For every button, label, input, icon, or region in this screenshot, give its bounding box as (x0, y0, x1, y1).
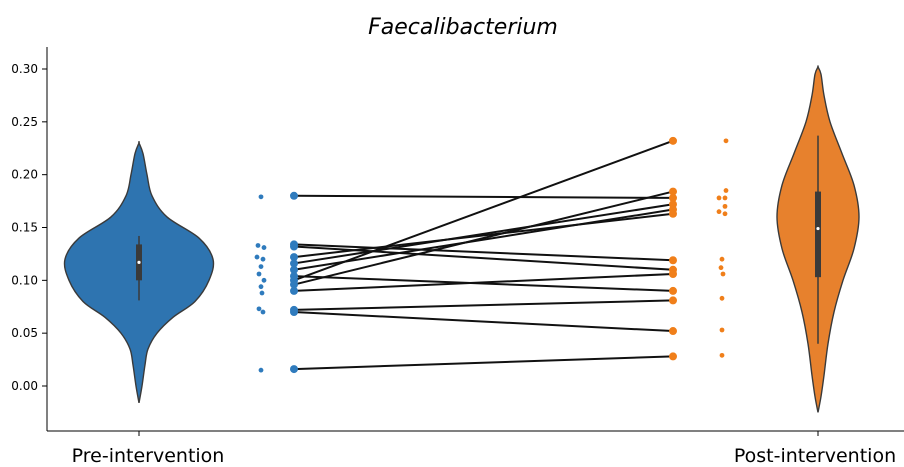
strip-dot-post (719, 327, 725, 333)
strip-dot-pre (261, 277, 267, 283)
y-tick-label: 0.15 (11, 221, 38, 235)
paired-point-post (669, 352, 677, 361)
paired-point-post (669, 193, 677, 202)
strip-dot-pre (261, 245, 267, 250)
y-tick-label: 0.00 (11, 379, 38, 393)
strip-dot-post (720, 271, 726, 277)
strip-dot-pre (254, 254, 260, 260)
paired-line (293, 203, 674, 265)
strip-dot-post (719, 256, 725, 262)
paired-point-post (669, 327, 677, 336)
paired-line (293, 194, 674, 199)
strip-dot-pre (255, 243, 261, 248)
paired-line (293, 355, 674, 371)
paired-line (293, 272, 674, 292)
strip-dot-pre (258, 284, 264, 290)
strip-dot-post (716, 209, 722, 215)
paired-point-post (669, 269, 677, 278)
strip-dot-pre (260, 309, 266, 315)
strip-dot-pre (258, 264, 264, 269)
violin-box (815, 191, 821, 278)
paired-line (293, 311, 674, 333)
paired-point-pre (290, 365, 298, 374)
paired-line (293, 190, 674, 286)
strip-dot-pre (260, 256, 266, 262)
paired-point-pre (290, 308, 298, 317)
paired-point-pre (290, 259, 298, 268)
violin-median (816, 226, 820, 231)
strip-dot-post (722, 195, 728, 201)
x-tick-label: Post-intervention (734, 445, 896, 467)
chart-title: Faecalibacterium (368, 15, 558, 40)
x-tick-label: Pre-intervention (72, 445, 225, 467)
paired-point-pre (290, 253, 298, 262)
strip-dot-post (718, 265, 724, 271)
strip-dot-post (722, 203, 728, 209)
paired-line (293, 299, 674, 311)
strip-dot-post (723, 138, 729, 144)
y-tick-label: 0.20 (11, 168, 38, 182)
strip-dot-post (723, 188, 729, 193)
y-tick-label: 0.10 (11, 273, 38, 287)
paired-line (293, 275, 674, 292)
paired-point-post (669, 286, 677, 295)
strip-dot-pre (256, 271, 262, 277)
paired-point-pre (290, 280, 298, 289)
strip-dot-post (716, 195, 722, 201)
strip-dot-post (719, 352, 725, 358)
paired-point-post (669, 187, 677, 196)
strip-dot-post (719, 295, 725, 301)
paired-point-post (669, 136, 677, 145)
strip-dot-pre (258, 367, 264, 373)
strip-dot-post (722, 211, 728, 217)
violin-median (137, 260, 141, 264)
paired-line (293, 243, 674, 262)
strip-dot-pre (258, 194, 264, 200)
paired-point-pre (290, 286, 298, 295)
paired-point-post (669, 256, 677, 265)
y-tick-label: 0.30 (11, 62, 38, 76)
paired-line (293, 212, 674, 259)
paired-point-post (669, 296, 677, 305)
paired-point-pre (290, 265, 298, 274)
paired-point-post (669, 205, 677, 214)
strip-dot-pre (259, 290, 265, 296)
paired-line (293, 208, 674, 271)
paired-line (293, 139, 674, 282)
paired-point-pre (290, 242, 298, 251)
y-tick-label: 0.25 (11, 115, 38, 129)
paired-point-pre (290, 191, 298, 200)
y-tick-label: 0.05 (11, 326, 38, 340)
strip-dot-pre (256, 306, 262, 312)
